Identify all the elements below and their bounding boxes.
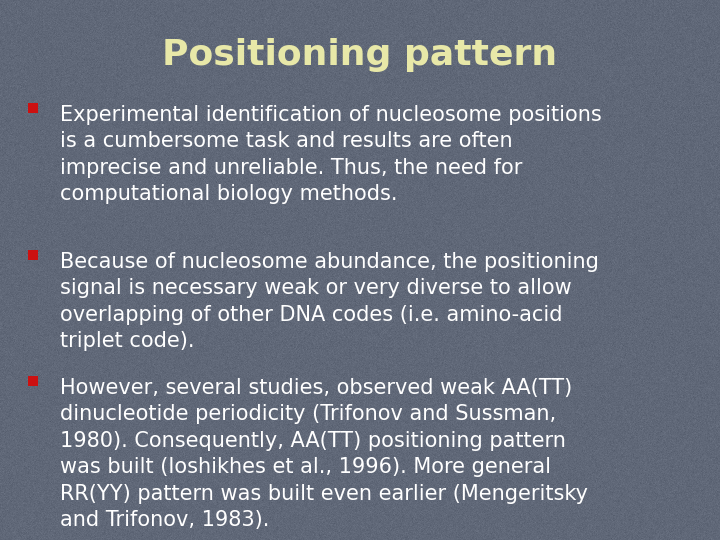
Text: Positioning pattern: Positioning pattern bbox=[163, 38, 557, 72]
Text: Because of nucleosome abundance, the positioning
signal is necessary weak or ver: Because of nucleosome abundance, the pos… bbox=[60, 252, 599, 351]
Bar bbox=[28, 250, 38, 260]
Text: Experimental identification of nucleosome positions
is a cumbersome task and res: Experimental identification of nucleosom… bbox=[60, 105, 602, 204]
Bar bbox=[28, 376, 38, 386]
Text: However, several studies, observed weak AA(TT)
dinucleotide periodicity (Trifono: However, several studies, observed weak … bbox=[60, 378, 588, 530]
Bar bbox=[28, 103, 38, 113]
